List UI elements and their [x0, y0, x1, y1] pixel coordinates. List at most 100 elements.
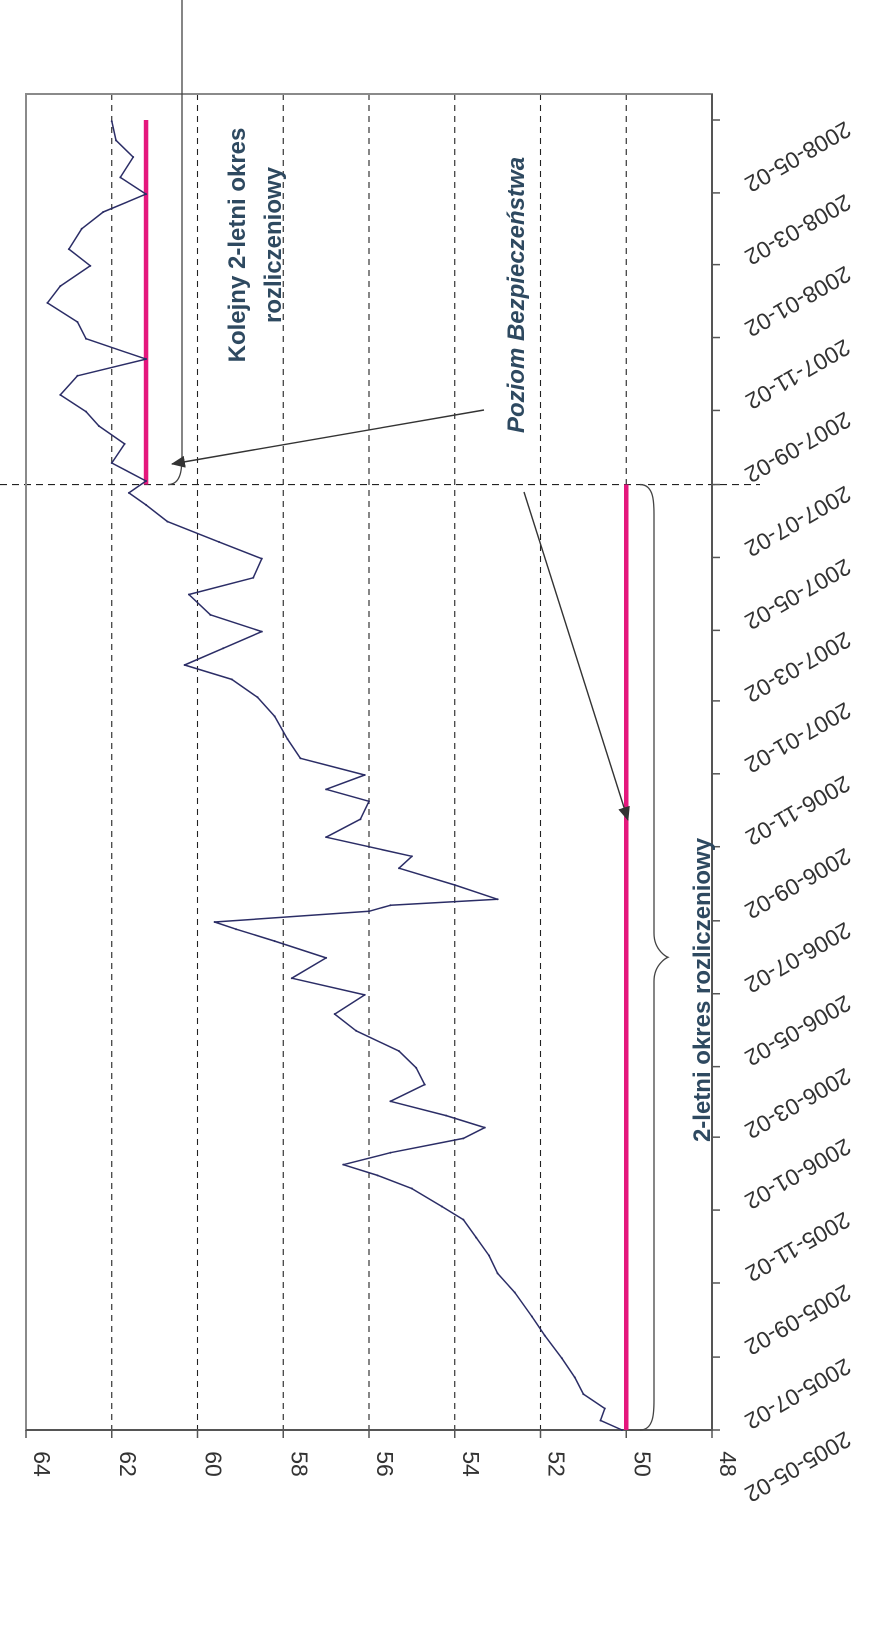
date-tick-label: 2005-05-02 — [741, 1426, 856, 1507]
series-point — [415, 1066, 418, 1069]
series-point — [513, 1291, 516, 1294]
series-lines — [46, 120, 623, 1431]
date-tick-label: 2007-07-02 — [741, 481, 856, 562]
series-point — [389, 904, 392, 907]
series-point — [599, 1419, 602, 1422]
series-point — [235, 928, 238, 931]
series-point — [97, 424, 100, 427]
value-tick-label: 60 — [201, 1451, 227, 1477]
series-point — [127, 491, 130, 494]
series-point — [496, 898, 499, 901]
series-point — [445, 1114, 448, 1117]
series-point — [123, 442, 126, 445]
series-point — [76, 320, 79, 323]
series-point — [119, 176, 122, 179]
series-point — [582, 1393, 585, 1396]
series-line — [46, 121, 623, 1431]
series-point — [543, 1334, 546, 1337]
date-tick-labels: 2005-05-022005-07-022005-09-022005-11-02… — [712, 116, 856, 1508]
series-point — [410, 855, 413, 858]
gridlines — [0, 94, 760, 1430]
series-point — [359, 818, 362, 821]
series-point — [260, 630, 263, 633]
series-point — [453, 883, 456, 886]
series-point — [286, 738, 289, 741]
series-point — [398, 867, 401, 870]
annotation-period-2-line-2: rozliczeniowy — [260, 166, 287, 323]
series-point — [145, 479, 148, 482]
safety-levels — [143, 120, 629, 1430]
date-tick-label: 2005-07-02 — [741, 1353, 856, 1434]
series-point — [222, 647, 225, 650]
series-point — [145, 193, 148, 196]
series-point — [530, 1315, 533, 1318]
series-point — [603, 1407, 606, 1410]
date-tick-label: 2006-11-02 — [741, 770, 854, 850]
value-tick-label: 64 — [29, 1451, 55, 1477]
date-tick-label: 2006-05-02 — [741, 990, 856, 1071]
series-point — [230, 678, 233, 681]
value-tick-label: 58 — [286, 1451, 312, 1477]
series-point — [290, 977, 293, 980]
period-2-brace — [167, 0, 183, 486]
date-tick-label: 2007-01-02 — [741, 697, 856, 778]
series-point — [368, 910, 370, 913]
series-point — [475, 1236, 478, 1239]
series-point — [166, 520, 169, 523]
date-tick-label: 2005-09-02 — [741, 1279, 856, 1360]
series-point — [183, 664, 186, 667]
date-tick-label: 2007-11-02 — [741, 334, 854, 414]
series-point — [67, 248, 70, 251]
series-point — [389, 1151, 392, 1154]
value-tick-label: 54 — [458, 1451, 484, 1477]
series-point — [213, 921, 216, 924]
series-point — [273, 715, 276, 718]
series-point — [110, 462, 113, 465]
annotations: 2-letni okres rozliczeniowy Kolejny 2-le… — [224, 128, 716, 1142]
series-point — [488, 1254, 491, 1257]
series-point — [85, 337, 88, 340]
series-point — [252, 576, 255, 579]
date-tick-label: 2007-05-02 — [741, 554, 856, 635]
series-point — [145, 358, 148, 361]
series-point — [410, 1187, 413, 1190]
series-point — [59, 393, 62, 396]
annotation-period-1: 2-letni okres rozliczeniowy — [689, 837, 716, 1142]
series-point — [368, 800, 370, 803]
series-point — [376, 1174, 379, 1177]
series-point — [115, 139, 118, 142]
series-point — [355, 1029, 358, 1032]
series-point — [483, 1126, 486, 1129]
series-point — [260, 557, 263, 560]
annotation-period-2-line-1: Kolejny 2-letni okres — [224, 128, 251, 363]
series-point — [76, 374, 79, 377]
series-point — [560, 1357, 563, 1360]
date-tick-label: 2008-05-02 — [741, 116, 856, 197]
value-tick-label: 48 — [715, 1451, 741, 1477]
series-point — [85, 410, 88, 413]
series-point — [102, 211, 105, 214]
date-tick-label: 2007-09-02 — [741, 407, 856, 488]
series-point — [59, 285, 62, 288]
series-point — [363, 774, 366, 776]
safety-arrow-lower — [523, 491, 630, 821]
annotation-safety-level: Poziom Bezpieczeństwa — [503, 157, 530, 433]
series-point — [325, 956, 328, 959]
date-tick-label: 2008-03-02 — [741, 189, 856, 270]
series-point — [462, 1137, 465, 1140]
date-tick-label: 2006-01-02 — [741, 1133, 856, 1214]
series-point — [573, 1376, 576, 1379]
series-point — [620, 1429, 623, 1431]
date-tick-label: 2005-11-02 — [741, 1207, 854, 1287]
value-tick-label: 52 — [544, 1451, 570, 1477]
series-point — [423, 1083, 426, 1086]
date-tick-label: 2007-03-02 — [741, 627, 856, 708]
series-point — [273, 940, 276, 943]
series-point — [299, 757, 302, 760]
value-tick-labels: 64 62 60 58 56 54 52 50 48 — [25, 1430, 741, 1477]
series-point — [363, 993, 366, 996]
value-tick-label: 56 — [372, 1451, 398, 1477]
series-point — [496, 1272, 499, 1275]
series-point — [325, 836, 328, 839]
